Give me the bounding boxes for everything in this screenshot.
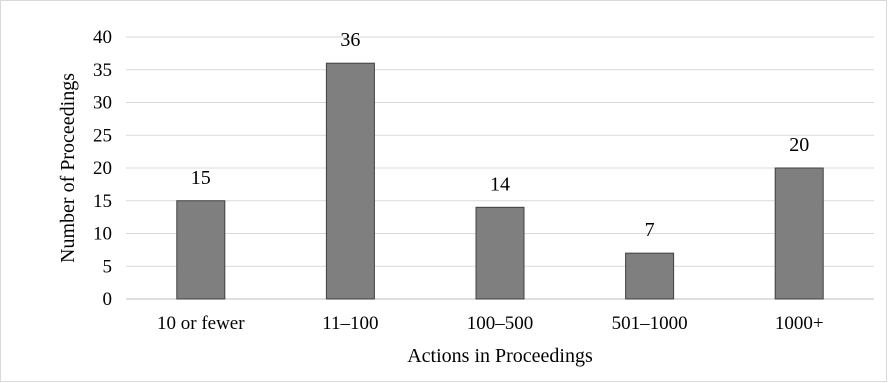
data-label: 36 — [340, 29, 360, 51]
y-tick-label: 35 — [93, 60, 112, 81]
y-tick-labels: 0 5 10 15 20 25 30 35 40 — [93, 27, 112, 310]
x-axis-title: Actions in Proceedings — [407, 345, 593, 367]
y-tick-label: 15 — [93, 191, 112, 212]
y-tick-label: 25 — [93, 125, 112, 146]
bar — [774, 167, 824, 300]
x-category-label: 1000+ — [775, 313, 824, 334]
gridlines — [126, 36, 874, 300]
y-tick-label: 5 — [103, 256, 113, 277]
bars — [176, 62, 824, 300]
data-label: 20 — [789, 134, 809, 156]
y-axis-title: Number of Proceedings — [57, 73, 79, 263]
y-tick-label: 30 — [93, 93, 112, 114]
y-tick-label: 10 — [93, 224, 112, 245]
bar — [625, 252, 675, 300]
data-labels: 15 36 14 7 20 — [191, 29, 809, 241]
x-category-label: 501–1000 — [612, 313, 688, 334]
x-category-labels: 10 or fewer 11–100 100–500 501–1000 1000+ — [157, 313, 824, 334]
bar — [325, 62, 375, 300]
y-tick-label: 20 — [93, 158, 112, 179]
data-label: 14 — [490, 173, 510, 195]
y-tick-label: 0 — [103, 289, 113, 310]
x-category-label: 10 or fewer — [157, 313, 245, 334]
bar — [475, 206, 525, 300]
bar — [176, 200, 226, 300]
data-label: 15 — [191, 167, 211, 189]
x-category-label: 11–100 — [322, 313, 378, 334]
data-label: 7 — [645, 219, 655, 241]
y-tick-label: 40 — [93, 27, 112, 48]
x-category-label: 100–500 — [467, 313, 534, 334]
